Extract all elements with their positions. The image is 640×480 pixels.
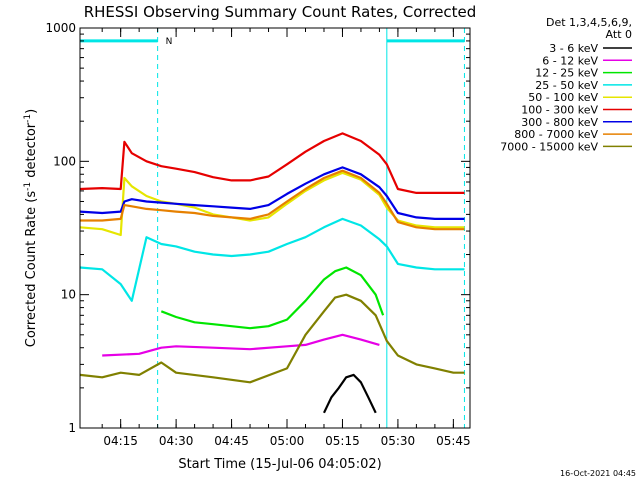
legend-label: 50 - 100 keV: [528, 91, 598, 104]
legend-label: 800 - 7000 keV: [514, 128, 598, 141]
y-axis-label-sup2: -1: [23, 114, 33, 123]
series-line-7: [79, 166, 465, 220]
x-tick-label: 04:15: [103, 434, 138, 448]
series-line-9: [79, 293, 465, 384]
y-axis-label-main: Corrected Count Rate (s: [24, 191, 39, 348]
legend-label: 6 - 12 keV: [542, 54, 598, 67]
legend-label: 12 - 25 keV: [535, 67, 598, 80]
y-axis-label-close: ): [24, 109, 39, 114]
x-tick-label: 05:00: [270, 434, 305, 448]
y-tick-label: 1: [68, 421, 76, 435]
legend-label: 3 - 6 keV: [549, 42, 598, 55]
y-tick-label: 10: [61, 288, 76, 302]
y-axis-label: Corrected Count Rate (s-1 detector-1): [23, 109, 39, 347]
series-line-8: [80, 169, 465, 231]
x-axis-label: Start Time (15-Jul-06 04:05:02): [178, 457, 381, 472]
x-tick-label: 04:30: [159, 434, 194, 448]
footer-date: 16-Oct-2021 04:45: [560, 469, 636, 478]
night-annotation: N: [166, 37, 173, 47]
series-line-4: [79, 217, 465, 302]
plot-area: N 1 10 100 1000 04:15 04:30 04:45 05:00 05:15 05:3…: [45, 21, 470, 448]
y-tick-label: 1000: [45, 21, 76, 35]
y-tick-label: 100: [53, 154, 76, 168]
y-axis-label-tail: detector: [24, 122, 39, 182]
legend-label: 100 - 300 keV: [521, 104, 598, 117]
x-tick-label: 05:15: [325, 434, 360, 448]
y-axis-label-sup: -1: [23, 182, 33, 191]
legend-header-1: Det 1,3,4,5,6,9,: [546, 16, 632, 29]
series-line-2: [102, 333, 380, 357]
series-line-6: [79, 132, 465, 194]
x-tick-label: 05:45: [436, 434, 471, 448]
legend-label: 300 - 800 keV: [521, 116, 598, 129]
x-tick-label: 05:30: [381, 434, 416, 448]
legend-label: 7000 - 15000 keV: [500, 140, 598, 153]
x-tick-label: 04:45: [214, 434, 249, 448]
series-line-1: [323, 373, 377, 414]
chart-title: RHESSI Observing Summary Count Rates, Co…: [84, 3, 477, 21]
legend-label: 25 - 50 keV: [535, 79, 598, 92]
legend-header-2: Att 0: [606, 28, 632, 41]
plot-frame: [79, 27, 471, 429]
series-line-3: [160, 266, 385, 330]
